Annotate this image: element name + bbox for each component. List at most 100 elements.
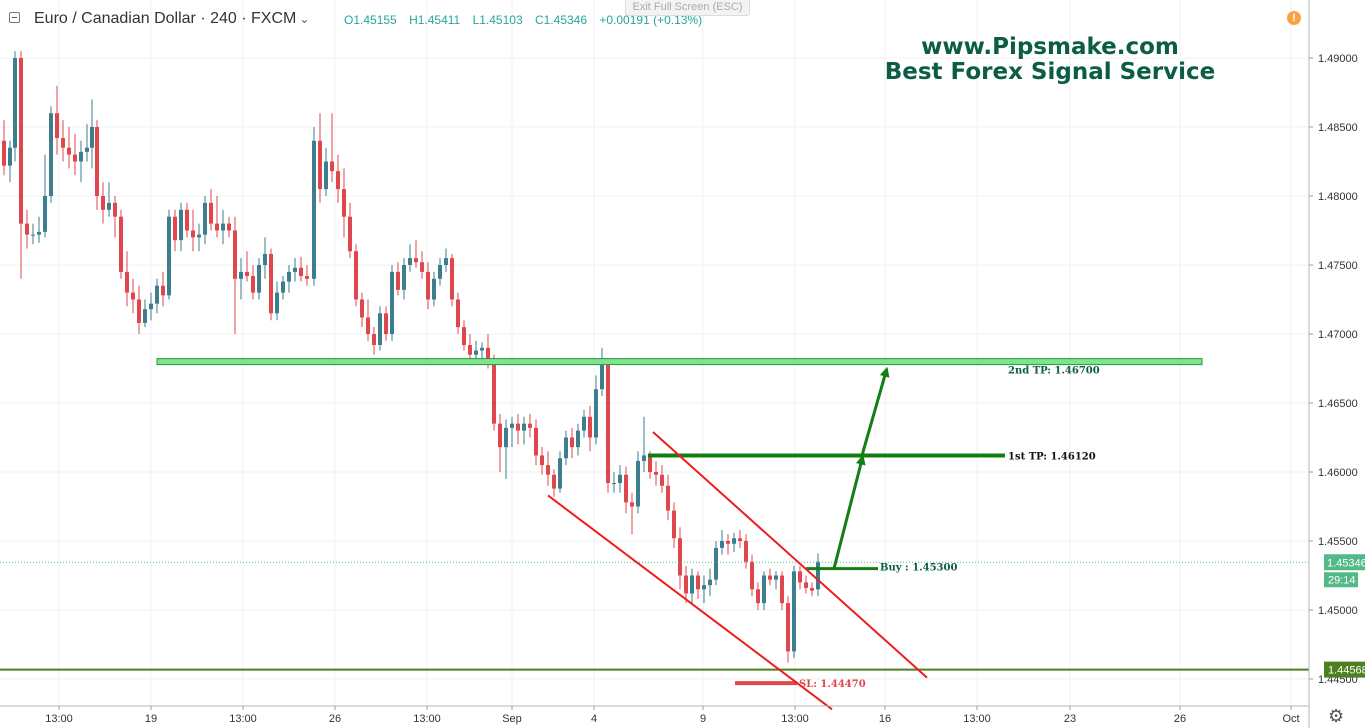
candle-body (203, 202, 207, 235)
x-tick-label: 23 (1064, 713, 1076, 725)
candle-body (354, 251, 358, 300)
candle-body (281, 281, 285, 293)
candle-body (113, 202, 117, 217)
y-tick-label: 1.47000 (1318, 329, 1358, 341)
candle-body (810, 587, 814, 591)
candle-body (678, 538, 682, 576)
support-price-tag (1324, 661, 1365, 678)
collapse-icon[interactable] (9, 12, 20, 23)
candle-body (726, 541, 730, 544)
symbol-title[interactable]: Euro / Canadian Dollar · 240 · FXCM ⌄ (34, 10, 310, 27)
countdown-tag (1324, 572, 1358, 588)
drawings-layer: 2nd TP: 1.46700 1st TP: 1.46120 Buy : 1.45… (0, 358, 1309, 711)
tp2-zone (156, 358, 1203, 366)
candle-body (462, 327, 466, 346)
candle-body (714, 547, 718, 580)
y-tick-label: 1.46500 (1318, 398, 1358, 410)
candle-body (107, 202, 111, 210)
candle-body (227, 223, 231, 231)
x-tick-label: 13:00 (229, 713, 257, 725)
candle-body (816, 561, 820, 590)
candle-body (798, 571, 802, 583)
x-tick-label: Sep (502, 713, 522, 725)
high-value: H1.45411 (409, 13, 461, 27)
candle-body (73, 154, 77, 162)
gear-icon[interactable]: ⚙ (1328, 706, 1345, 726)
candle-body (55, 113, 59, 139)
alert-icon[interactable]: ! (1287, 11, 1301, 25)
candle-body (504, 427, 508, 448)
candle-body (756, 589, 760, 604)
y-tick-label: 1.48500 (1318, 122, 1358, 134)
candle-body (408, 258, 412, 265)
candle-body (31, 234, 35, 236)
candle-body (444, 258, 448, 265)
candle-body (8, 147, 12, 166)
candle-body (630, 502, 634, 507)
tp1-label: 1st TP: 1.46120 (1008, 451, 1096, 462)
x-tick-label: 16 (879, 713, 891, 725)
candle-body (384, 313, 388, 334)
candle-body (221, 223, 225, 231)
candle-body (522, 423, 526, 431)
candle-body (360, 299, 364, 318)
candle-body (588, 416, 592, 438)
chart-grid (0, 0, 1309, 706)
candle-body (49, 113, 53, 196)
candle-body (318, 140, 322, 190)
candle-body (696, 575, 700, 590)
candle-body (305, 276, 309, 279)
x-tick-label: 13:00 (413, 713, 441, 725)
candle-body (720, 541, 724, 548)
change-value: +0.00191 (+0.13%) (599, 13, 703, 27)
candle-body (402, 265, 406, 290)
chevron-down-icon[interactable]: ⌄ (299, 12, 310, 26)
candle-body (780, 575, 784, 604)
candle-body (13, 58, 17, 148)
time-axis: 13:00 19 13:00 26 13:00 Sep 4 9 13:00 16 13:00 23 26… (0, 705, 1309, 725)
support-price-label: 1.44568 (1328, 665, 1365, 677)
last-price-label: 1.45346 (1327, 557, 1365, 569)
y-tick-label: 1.48000 (1318, 191, 1358, 203)
channel-upper (652, 431, 928, 679)
exit-fullscreen-button[interactable]: Exit Full Screen (ESC) (625, 0, 750, 16)
candle-body (2, 140, 6, 166)
ohlc-values: O1.45155 H1.45411 L1.45103 C1.45346 +0.0… (344, 13, 711, 27)
buy-label: Buy : 1.45300 (880, 563, 957, 574)
open-value: O1.45155 (344, 13, 397, 27)
candle-body (185, 209, 189, 231)
candle-body (372, 334, 376, 346)
candle-body (534, 427, 538, 456)
candle-body (85, 147, 89, 152)
x-tick-label: 4 (591, 713, 597, 725)
candle-body (792, 571, 796, 652)
candle-body (582, 416, 586, 431)
x-tick-label: 13:00 (45, 713, 73, 725)
candle-body (420, 262, 424, 272)
candle-body (90, 127, 94, 148)
candle-body (119, 216, 123, 272)
candle-body (612, 483, 616, 485)
candle-body (324, 161, 328, 190)
candle-body (167, 216, 171, 296)
price-axis: 1.49000 1.48500 1.48000 1.47500 1.47000 1.465… (1308, 0, 1365, 728)
candle-body (492, 358, 496, 424)
candle-body (762, 575, 766, 604)
candle-body (312, 140, 316, 279)
candle-body (67, 147, 71, 155)
tp2-label: 2nd TP: 1.46700 (1008, 366, 1100, 377)
candle-body (624, 474, 628, 503)
candle-body (540, 455, 544, 466)
x-tick-label: 9 (700, 713, 706, 725)
candle-body (149, 303, 153, 310)
candle-body (474, 350, 478, 355)
sl-label: SL: 1.44470 (799, 679, 866, 690)
candle-body (636, 460, 640, 507)
candle-body (672, 510, 676, 539)
candle-body (606, 364, 610, 484)
candle-body (173, 216, 177, 241)
candle-body (191, 230, 195, 238)
candle-body (197, 234, 201, 238)
candle-body (101, 196, 105, 210)
